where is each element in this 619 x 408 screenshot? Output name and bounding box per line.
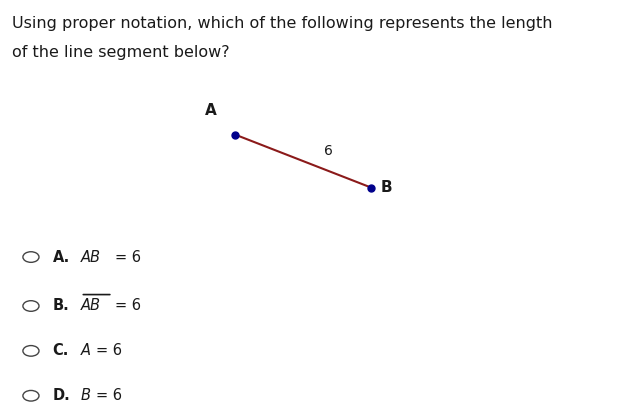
Text: D.: D. — [53, 388, 71, 403]
Text: B: B — [80, 388, 90, 403]
Text: A.: A. — [53, 250, 70, 264]
Text: B: B — [381, 180, 392, 195]
Text: = 6: = 6 — [96, 388, 122, 403]
Text: Using proper notation, which of the following represents the length: Using proper notation, which of the foll… — [12, 16, 553, 31]
Text: = 6: = 6 — [115, 250, 141, 264]
Text: AB: AB — [80, 250, 100, 264]
Text: = 6: = 6 — [96, 344, 122, 358]
Text: 6: 6 — [324, 144, 332, 158]
Text: AB: AB — [80, 299, 100, 313]
Text: B.: B. — [53, 299, 69, 313]
Text: = 6: = 6 — [115, 299, 141, 313]
Text: of the line segment below?: of the line segment below? — [12, 45, 230, 60]
Text: A: A — [80, 344, 90, 358]
Text: A: A — [205, 103, 217, 118]
Text: C.: C. — [53, 344, 69, 358]
